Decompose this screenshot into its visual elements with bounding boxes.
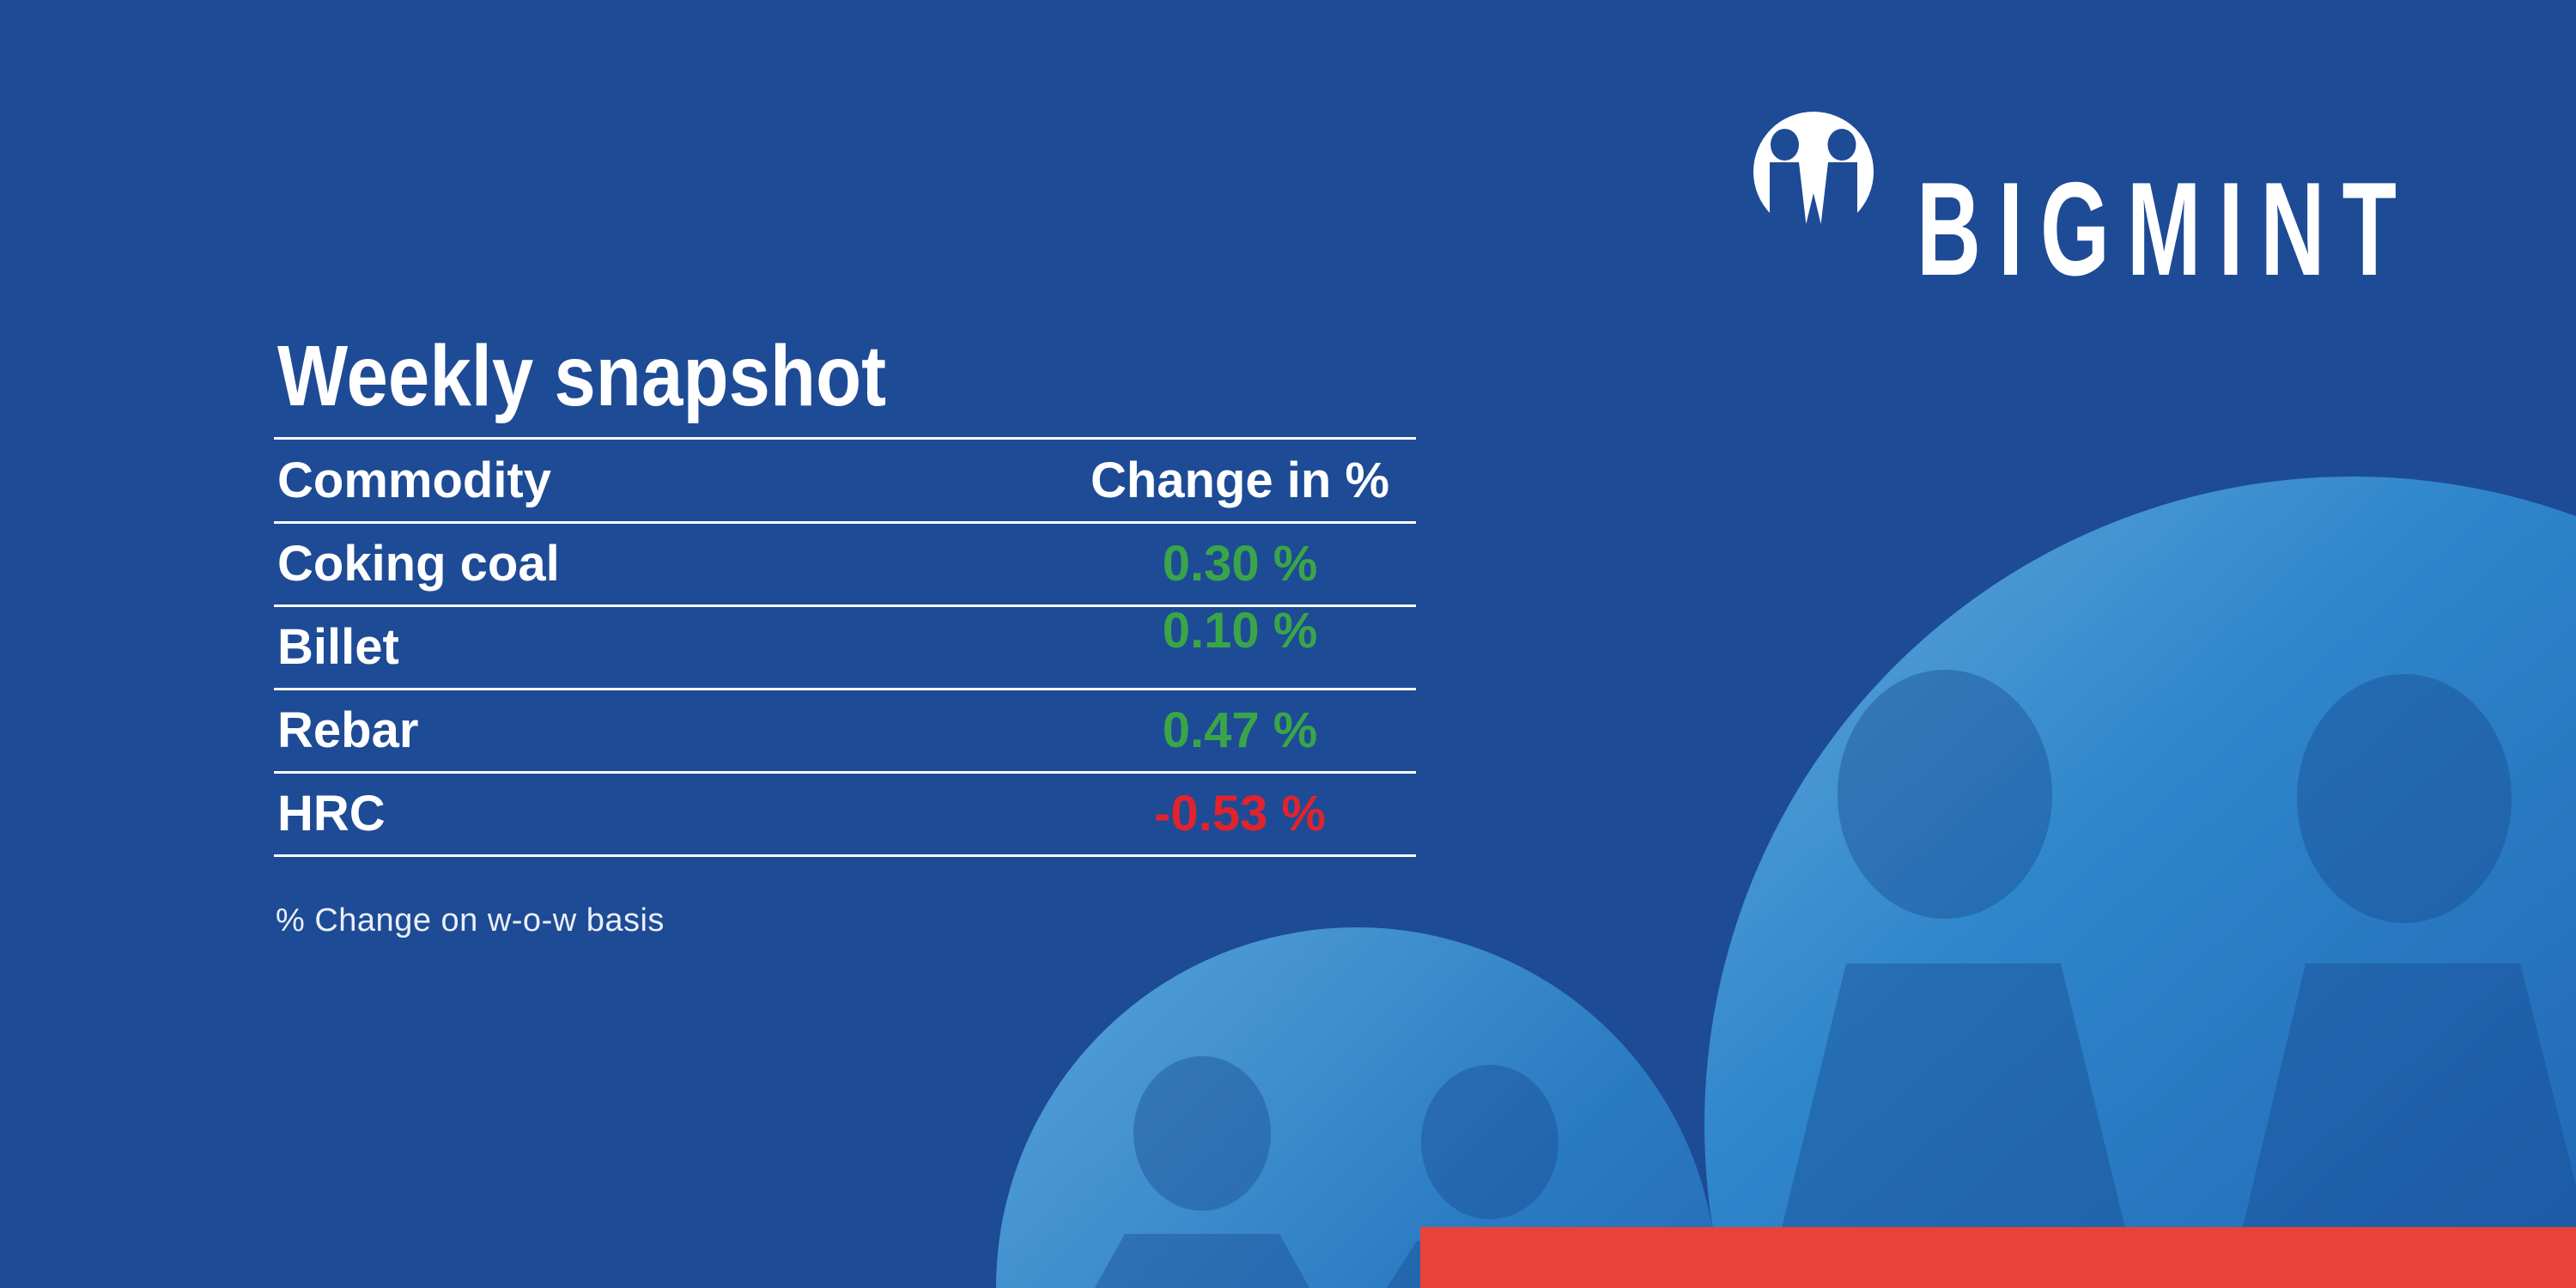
column-header-commodity: Commodity — [277, 452, 551, 508]
commodity-name: Billet — [277, 619, 399, 675]
brand-name: BIGMINT — [1917, 155, 2415, 303]
commodity-name: Coking coal — [277, 536, 560, 592]
bigmint-logo-icon — [1753, 112, 1874, 236]
brand-logo: BIGMINT — [1753, 107, 2406, 322]
change-value: 0.10 % — [1162, 603, 1318, 659]
snapshot-table: Commodity Change in % Coking coal 0.30 % B… — [274, 437, 1416, 857]
table-row: Billet 0.10 % — [274, 603, 1416, 690]
table-body: Coking coal 0.30 % Billet 0.10 % Rebar 0.47 %… — [274, 524, 1416, 857]
table-header-row: Commodity Change in % — [274, 440, 1416, 524]
page-title: Weekly snapshot — [277, 328, 887, 424]
table-row: Coking coal 0.30 % — [274, 524, 1416, 607]
change-value: 0.47 % — [1162, 702, 1318, 758]
change-value: 0.30 % — [1162, 536, 1318, 592]
commodity-name: HRC — [277, 786, 386, 841]
table-row: Rebar 0.47 % — [274, 690, 1416, 774]
commodity-name: Rebar — [277, 702, 419, 758]
watermark-circle-large — [1704, 477, 2576, 1288]
accent-bar — [1420, 1227, 2576, 1288]
change-value: -0.53 % — [1154, 786, 1326, 841]
watermark-circle-small — [996, 927, 1717, 1288]
table-row: HRC -0.53 % — [274, 774, 1416, 857]
column-header-change: Change in % — [1090, 452, 1390, 508]
footnote: % Change on w-o-w basis — [276, 902, 665, 939]
